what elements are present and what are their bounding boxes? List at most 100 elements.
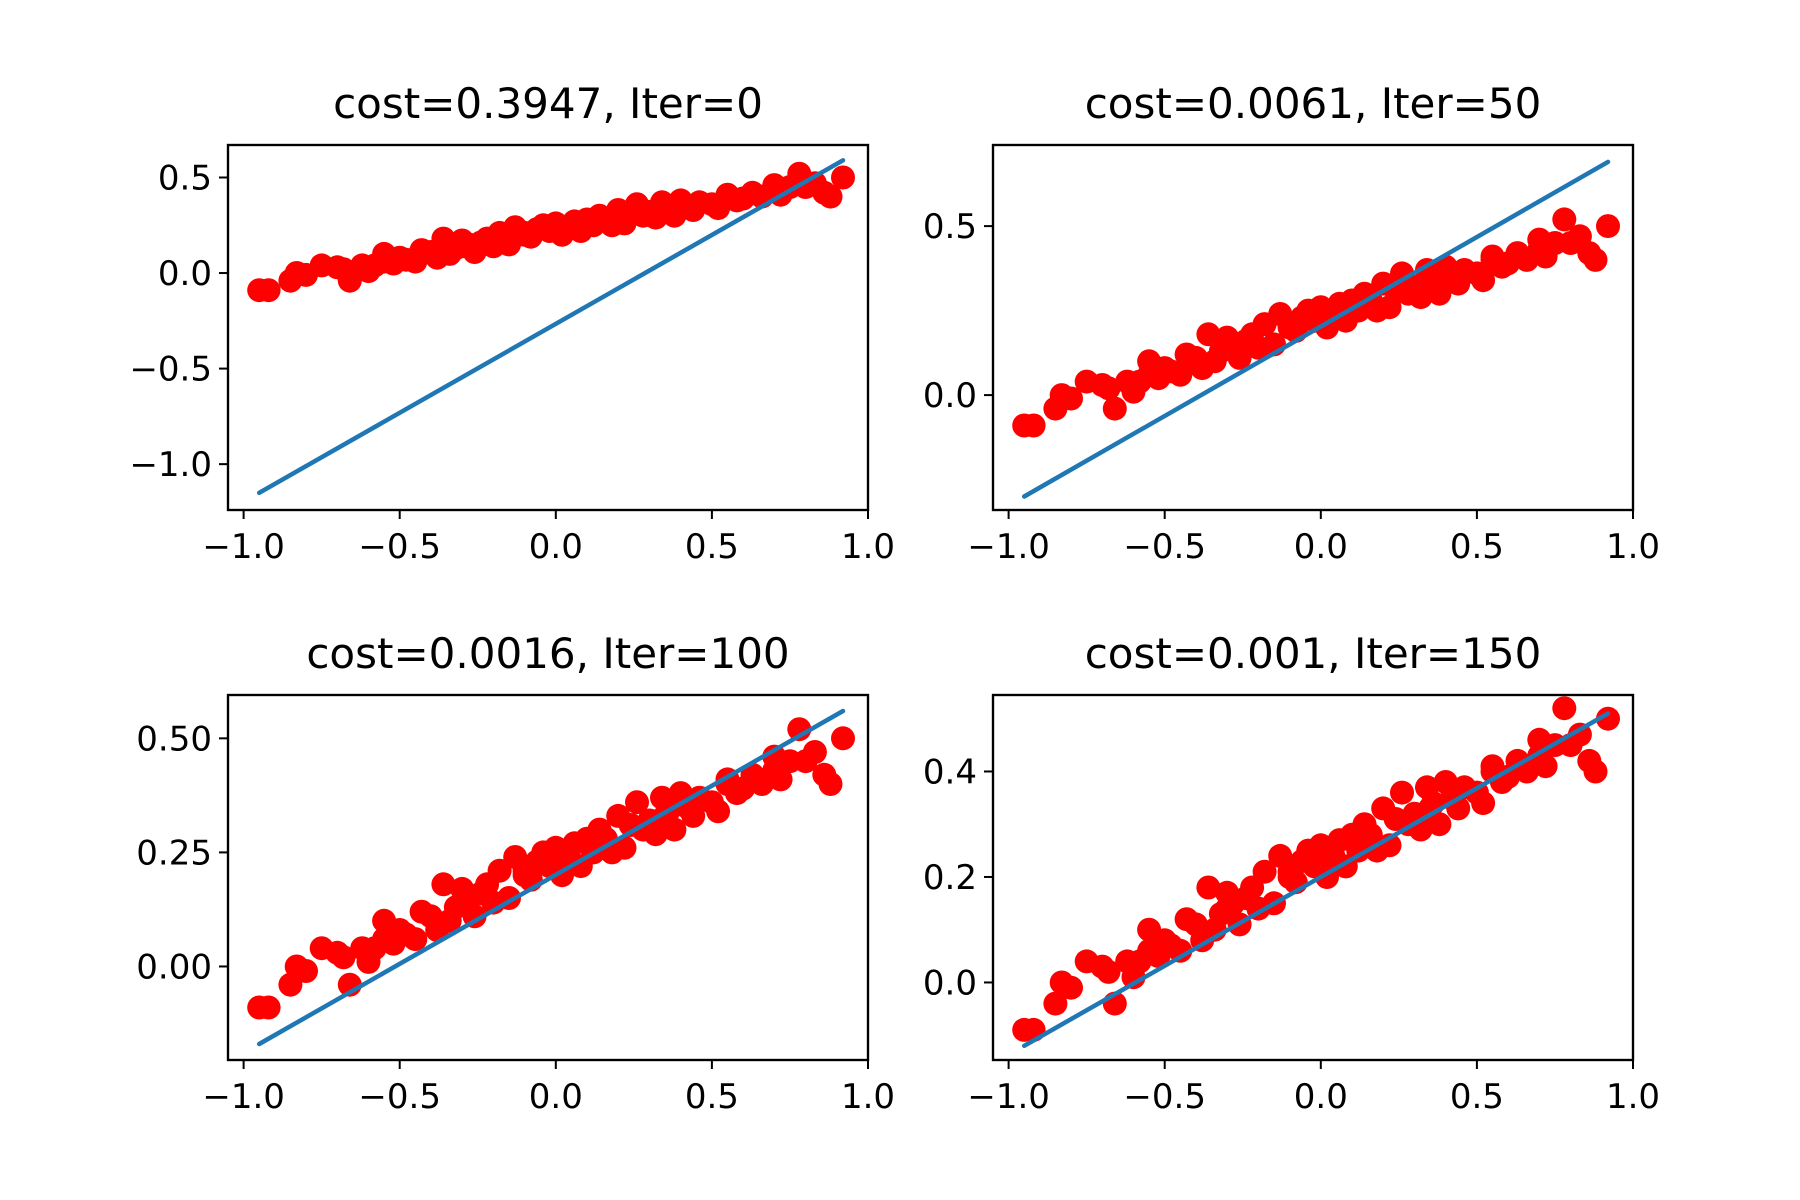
data-point xyxy=(575,209,599,234)
data-point xyxy=(450,228,475,253)
subplot-2: cost=0.0061, Iter=50 −1.0 −0.5 0.0 0.5 1.0 0.… xyxy=(923,79,1660,567)
subplot-1-title: cost=0.3947, Iter=0 xyxy=(333,79,763,128)
data-point xyxy=(512,863,537,888)
data-point xyxy=(715,184,740,209)
data-point xyxy=(1418,796,1443,821)
data-point xyxy=(1074,949,1099,974)
data-point xyxy=(1074,369,1099,394)
x-tick-label: 1.0 xyxy=(841,1077,895,1117)
y-tick-label: −0.5 xyxy=(129,350,212,390)
data-point xyxy=(653,198,678,222)
y-tick-label: 0.2 xyxy=(923,858,977,898)
data-point xyxy=(309,936,334,961)
data-point xyxy=(831,165,855,190)
subplot-3-title: cost=0.0016, Iter=100 xyxy=(306,629,789,678)
subplot-2-fit-line xyxy=(1021,159,1611,499)
subplot-4-axes-border xyxy=(991,693,1635,1062)
data-point xyxy=(762,744,787,769)
data-point xyxy=(1471,268,1496,293)
data-point xyxy=(1059,975,1083,1000)
data-point xyxy=(256,995,281,1020)
data-point xyxy=(1390,780,1414,805)
x-tick-label: −1.0 xyxy=(202,1077,285,1117)
data-point xyxy=(818,184,843,209)
data-point xyxy=(625,790,649,815)
x-tick-label: 1.0 xyxy=(1606,1077,1660,1117)
data-point xyxy=(1059,386,1083,411)
x-tick-label: 0.0 xyxy=(1294,1077,1348,1117)
data-point xyxy=(1215,880,1240,905)
data-point xyxy=(575,831,599,856)
y-tick-label: 0.50 xyxy=(136,719,212,759)
y-tick-label: 0.0 xyxy=(923,376,977,416)
subplot-1-scatter-points xyxy=(247,161,855,303)
x-tick-label: 0.0 xyxy=(529,527,583,567)
x-tick-label: 0.0 xyxy=(1294,527,1348,567)
data-point xyxy=(1196,322,1221,347)
subplot-2-scatter-points xyxy=(1012,207,1620,438)
data-point xyxy=(1527,227,1552,252)
x-tick-label: −1.0 xyxy=(967,527,1050,567)
subplot-1: cost=0.3947, Iter=0 −1.0 −0.5 0.0 0.5 1.0 0.5… xyxy=(129,79,895,567)
data-point xyxy=(487,858,512,883)
data-point xyxy=(787,717,812,742)
data-point xyxy=(643,822,668,847)
data-point xyxy=(1583,247,1608,272)
x-tick-label: −0.5 xyxy=(358,527,441,567)
x-tick-label: 0.5 xyxy=(1450,1077,1504,1117)
x-tick-label: −0.5 xyxy=(1123,1077,1206,1117)
data-point xyxy=(706,799,731,824)
data-point xyxy=(818,772,843,796)
data-point xyxy=(372,908,397,933)
y-tick-label: 0.5 xyxy=(923,207,977,247)
data-point xyxy=(1215,325,1240,350)
data-point xyxy=(1596,706,1620,731)
data-point xyxy=(1096,959,1121,984)
data-point xyxy=(1583,759,1608,784)
x-tick-label: 0.0 xyxy=(529,1077,583,1117)
x-tick-label: 1.0 xyxy=(1606,527,1660,567)
data-point xyxy=(762,173,787,198)
data-point xyxy=(1021,413,1046,438)
data-point xyxy=(1596,214,1620,239)
data-point xyxy=(681,803,706,828)
data-point xyxy=(1471,791,1496,816)
data-point xyxy=(1552,207,1577,232)
data-point xyxy=(1418,271,1443,296)
data-point xyxy=(294,959,318,983)
data-point xyxy=(1096,376,1121,401)
data-point xyxy=(1277,865,1302,889)
subplot-4-title: cost=0.001, Iter=150 xyxy=(1085,629,1542,678)
y-tick-label: −1.0 xyxy=(129,445,212,485)
data-point xyxy=(1168,362,1193,387)
x-tick-label: 0.5 xyxy=(685,1077,739,1117)
subplot-2-axes-border xyxy=(991,143,1635,512)
x-tick-label: −0.5 xyxy=(1123,527,1206,567)
subplot-2-title: cost=0.0061, Iter=50 xyxy=(1085,79,1542,128)
subplot-4-scatter-points xyxy=(1012,696,1620,1042)
subplot-3-fit-line xyxy=(256,708,846,1047)
data-point xyxy=(278,972,303,997)
y-tick-label: 0.00 xyxy=(136,947,212,987)
data-point xyxy=(1527,727,1552,752)
data-point xyxy=(802,740,827,764)
data-point xyxy=(403,927,428,952)
data-point xyxy=(1533,754,1558,779)
data-point xyxy=(331,945,356,970)
x-tick-label: −1.0 xyxy=(967,1077,1050,1117)
data-point xyxy=(431,872,456,897)
x-tick-label: 1.0 xyxy=(841,527,895,567)
data-point xyxy=(1043,991,1068,1016)
data-point xyxy=(612,835,637,860)
y-tick-label: 0.5 xyxy=(158,158,212,198)
data-point xyxy=(768,767,793,792)
data-point xyxy=(1480,247,1505,272)
y-tick-label: 0.4 xyxy=(923,752,977,792)
subplot-3: cost=0.0016, Iter=100 −1.0 −0.5 0.0 0.5 1.0 0… xyxy=(136,629,895,1117)
data-point xyxy=(372,241,397,266)
x-tick-label: −1.0 xyxy=(202,527,285,567)
subplot-4: cost=0.001, Iter=150 −1.0 −0.5 0.0 0.5 1.0 0.… xyxy=(923,629,1660,1117)
x-tick-label: 0.5 xyxy=(685,527,739,567)
y-tick-label: 0.0 xyxy=(158,254,212,294)
